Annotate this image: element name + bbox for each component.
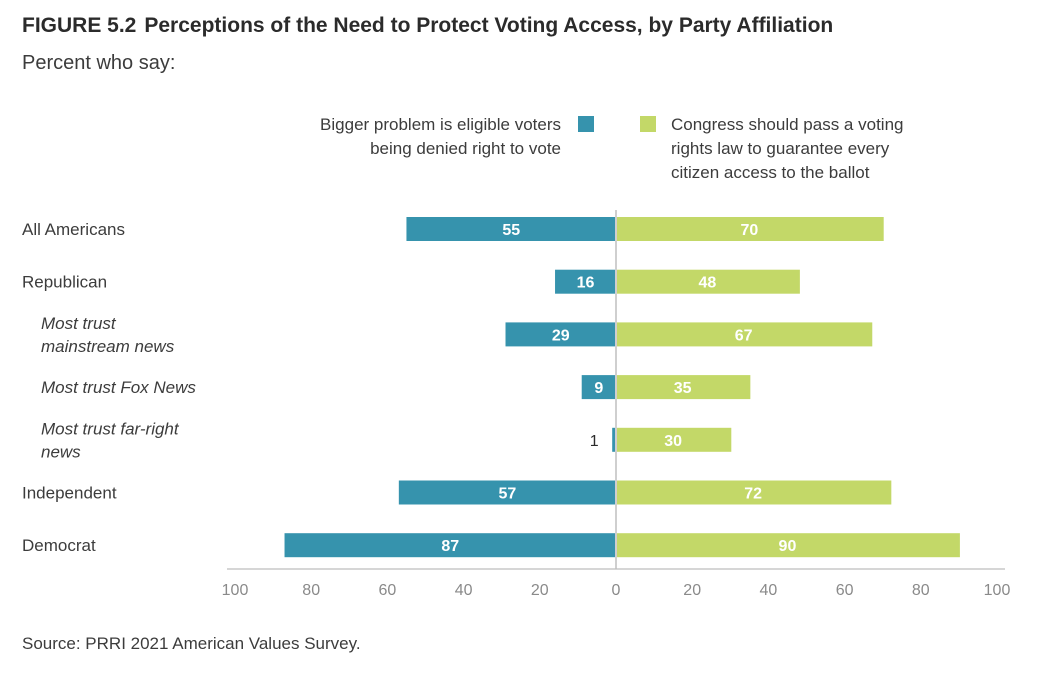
bar-left-value: 87 — [441, 538, 459, 555]
chart-subtitle: Percent who say: — [22, 52, 176, 74]
bar-left — [398, 480, 616, 505]
bar-right — [617, 322, 873, 347]
legend-right-line: citizen access to the ballot — [671, 163, 870, 182]
bar-left-value: 9 — [594, 380, 603, 397]
bar-right-value: 67 — [735, 327, 753, 344]
bar-left — [406, 217, 616, 241]
legend-right-text: Congress should pass a voting rights law… — [671, 113, 971, 185]
category-label: All Americans — [22, 220, 125, 239]
category-label: Most trust Fox News — [41, 378, 196, 397]
bar-left-value: 55 — [502, 222, 520, 239]
bar-left — [612, 427, 616, 452]
category-label: Republican — [22, 273, 107, 292]
bar-left-value: 29 — [552, 327, 570, 344]
bar-right-value: 90 — [779, 538, 797, 555]
bar-right — [617, 375, 751, 400]
category-label: Democrat — [22, 536, 96, 555]
x-tick-label: 100 — [222, 582, 249, 599]
bar-left — [284, 533, 616, 558]
bar-left — [505, 322, 616, 347]
bar-right — [617, 269, 800, 294]
bar-right — [617, 533, 960, 558]
category-label: Most trust — [41, 314, 117, 333]
legend-left-text: Bigger problem is eligible voters being … — [320, 113, 561, 161]
x-tick-label: 40 — [760, 582, 778, 599]
category-label: mainstream news — [41, 337, 175, 356]
chart-title: FIGURE 5.2 Perceptions of the Need to Pro… — [22, 14, 833, 38]
bar-right-value: 30 — [664, 433, 682, 450]
bar-left — [555, 269, 616, 294]
category-label: Independent — [22, 484, 117, 503]
x-tick-label: 40 — [455, 582, 473, 599]
x-tick-label: 80 — [302, 582, 320, 599]
bar-right — [617, 427, 732, 452]
legend-left-swatch — [578, 116, 594, 132]
source-note: Source: PRRI 2021 American Values Survey… — [22, 634, 361, 653]
x-tick-label: 60 — [379, 582, 397, 599]
bar-left-value: 57 — [499, 486, 517, 503]
bar-left-value: 16 — [577, 275, 595, 292]
x-tick-label: 20 — [683, 582, 701, 599]
x-tick-label: 100 — [984, 582, 1011, 599]
figure-title: Perceptions of the Need to Protect Votin… — [144, 14, 834, 37]
x-tick-label: 0 — [612, 582, 621, 599]
x-tick-label: 20 — [531, 582, 549, 599]
legend-left-line: being denied right to vote — [370, 139, 561, 158]
bar-left — [581, 375, 616, 400]
category-label: news — [41, 442, 81, 461]
bar-right-value: 72 — [744, 486, 762, 503]
legend-right-line: rights law to guarantee every — [671, 139, 890, 158]
bar-right — [617, 217, 884, 241]
category-label: Most trust far-right — [41, 419, 180, 438]
bar-right-value: 70 — [740, 222, 758, 239]
x-tick-label: 80 — [912, 582, 930, 599]
bar-right — [617, 480, 892, 505]
legend-right-swatch — [640, 116, 656, 132]
bar-left-value: 1 — [590, 433, 599, 450]
legend-left-line: Bigger problem is eligible voters — [320, 115, 561, 134]
x-tick-label: 60 — [836, 582, 854, 599]
bar-right-value: 35 — [674, 380, 692, 397]
bar-right-value: 48 — [699, 275, 717, 292]
legend-right-line: Congress should pass a voting — [671, 115, 904, 134]
figure-label: FIGURE 5.2 — [22, 14, 137, 37]
